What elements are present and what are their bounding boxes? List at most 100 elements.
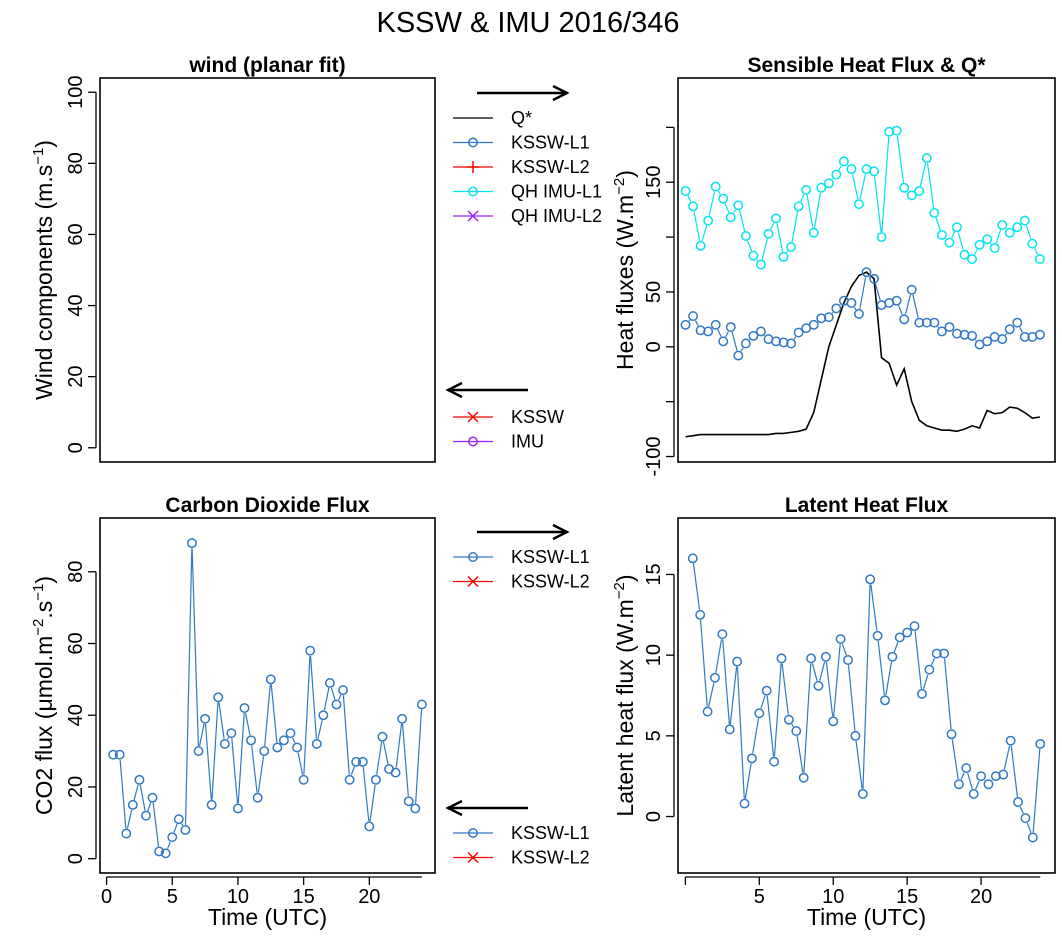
co2-series-0-point-41	[377, 731, 388, 742]
qh-series-2-point-23	[854, 199, 864, 210]
co2-series-0-point-39	[364, 821, 375, 832]
qh-series-1-point-5	[718, 336, 729, 347]
qe-series-0-point-33	[931, 648, 942, 659]
qh-series-2-point-19	[823, 178, 834, 189]
qh-series-1-point-15	[793, 327, 804, 338]
co2-series-0-point-27	[285, 728, 296, 739]
qh-ytick-label-3: 50	[643, 281, 665, 303]
co2-ylabel-sup: −2	[30, 619, 47, 636]
qe-series-0-point-26	[880, 695, 890, 706]
qe-ylabel-main: Latent heat flux (W.m	[612, 599, 638, 816]
qe-series-0-point-38	[968, 788, 979, 799]
arrow-left-bottom-head	[445, 799, 463, 817]
co2-series-0-point-40	[370, 774, 381, 785]
qh-ylabel-sup: −2	[611, 178, 628, 195]
qh-series-2-point-35	[944, 237, 955, 248]
qh-series-1-point-20	[831, 303, 842, 314]
co2-series-0-point-33	[324, 677, 335, 688]
qh-series-2-point-16	[801, 184, 812, 195]
qe-ytick-label-2: 10	[643, 644, 665, 666]
co2-series-0-point-4	[134, 774, 145, 785]
co2-series-0-point-47	[416, 699, 427, 710]
qh-series-2-point-2	[695, 240, 706, 251]
qe-ylabel-end: )	[612, 574, 638, 582]
co2-series-0-point-37	[351, 756, 362, 767]
co2-series-0-point-25	[272, 742, 283, 753]
qh-series-2-point-17	[808, 227, 819, 238]
qe-series-0-point-46	[1027, 832, 1038, 843]
qh-title: Sensible Heat Flux & Q*	[747, 54, 986, 77]
qh-series-2	[680, 125, 1045, 270]
co2-series-0-point-19	[232, 803, 243, 814]
co2-ylabel: CO2 flux (μmol.m−2.s−1)	[30, 576, 57, 815]
qh-series-2-point-46	[1027, 238, 1038, 249]
qh-series-2-point-29	[899, 182, 910, 193]
qh-series-1-point-0	[680, 319, 691, 330]
qh-series-1-point-38	[967, 330, 978, 341]
qh-series-1-point-33	[929, 317, 940, 328]
co2-legend-bottom-label-1: KSSW-L2	[511, 848, 590, 868]
co2-xlabel: Time (UTC)	[208, 904, 327, 930]
co2-series-0-point-20	[239, 703, 250, 714]
qh-series-1-point-22	[846, 297, 857, 308]
qe-series-0-point-34	[939, 648, 950, 659]
co2-legend-bottom: KSSW-L1 KSSW-L2	[453, 823, 590, 868]
co2-series-0	[108, 538, 427, 859]
qh-series-2-point-20	[831, 169, 842, 180]
qe-series-0-point-24	[865, 574, 876, 585]
qe-series-0-point-37	[961, 763, 972, 774]
co2-legend-top-marker-0	[468, 552, 478, 562]
wind-ylabel-main: Wind components (m.s	[31, 165, 57, 400]
qh-series-2-point-21	[838, 156, 849, 167]
arrow-left-top-head	[445, 381, 463, 399]
qh-series-1	[680, 267, 1045, 361]
co2-legend-bottom-marker-1	[467, 851, 479, 864]
qh-series-1-point-4	[710, 319, 721, 330]
co2-legend-top: KSSW-L1 KSSW-L2	[453, 547, 590, 592]
co2-series-0-point-7	[154, 846, 165, 857]
qh-series-2-point-41	[989, 243, 1000, 254]
qe-series-0-point-17	[813, 680, 824, 691]
qh-series-1-point-42	[997, 334, 1008, 345]
qe-frame	[677, 517, 1056, 874]
arrow-right-top-head	[552, 84, 570, 102]
qe-series-0-point-15	[798, 772, 809, 783]
qe-ytick-label-0: 0	[643, 811, 665, 822]
qe-series-0-line	[692, 563, 1041, 833]
co2-ytick-label-0: 0	[65, 853, 87, 864]
qh-series-2-point-34	[936, 229, 947, 240]
qh-series-1-point-2	[695, 325, 706, 336]
qh-series-0-line	[685, 271, 1041, 438]
wind-ytick-label-0: 0	[65, 442, 87, 453]
qh-series-2-point-7	[733, 200, 744, 211]
co2-legend-bottom-marker-0	[468, 828, 478, 838]
qh-series-2-point-27	[884, 126, 895, 137]
qe-series-0-point-39	[976, 771, 987, 782]
wind-ytick-label-4: 80	[65, 152, 87, 174]
co2-xtick-label-0: 0	[101, 886, 112, 908]
qh-series-2-point-18	[816, 182, 827, 193]
qh-series-2-point-1	[688, 201, 699, 212]
qh-series-2-point-30	[906, 190, 917, 201]
wind-legend-bottom: KSSW IMU	[453, 407, 564, 452]
co2-legend-top-label-1: KSSW-L2	[511, 572, 590, 592]
co2-series-0-point-2	[121, 828, 132, 839]
qh-series-1-point-14	[786, 338, 797, 349]
co2-legend-top-marker-1	[467, 575, 479, 588]
co2-series-0-point-11	[180, 825, 191, 835]
co2-title: Carbon Dioxide Flux	[165, 494, 370, 517]
qh-legend-top-label-0: Q*	[511, 108, 532, 128]
qh-series-2-point-4	[710, 181, 721, 192]
co2-series-0-point-31	[311, 738, 322, 749]
co2-series-0-point-14	[200, 713, 211, 724]
co2-series-0-point-28	[292, 742, 303, 753]
qh-series-2-point-44	[1012, 222, 1023, 233]
qh-series-2-point-28	[891, 125, 902, 136]
qe-series-0-point-35	[946, 729, 957, 740]
qe-series-0-point-20	[835, 634, 846, 644]
qh-series-2-point-40	[982, 234, 993, 245]
qh-series-1-point-28	[891, 295, 902, 306]
qe-series-0-point-23	[857, 788, 868, 799]
